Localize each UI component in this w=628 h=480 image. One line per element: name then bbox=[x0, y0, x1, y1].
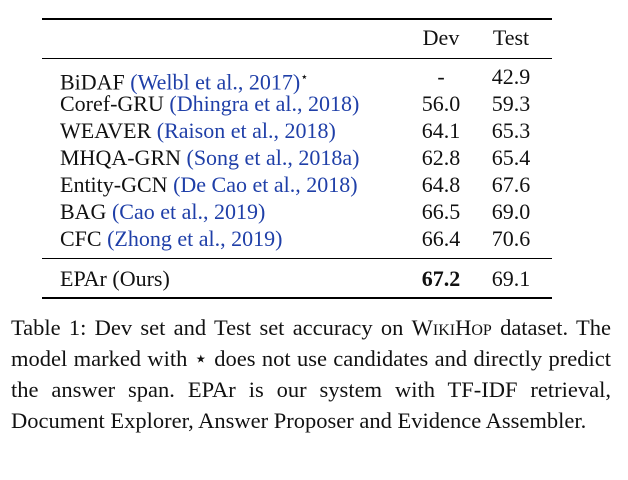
test-score: 69.0 bbox=[491, 199, 531, 224]
model-name: BiDAF bbox=[60, 69, 125, 95]
top-rule bbox=[42, 18, 552, 20]
model-name: Entity-GCN bbox=[60, 172, 168, 197]
citation-link[interactable]: (Cao et al., 2019) bbox=[111, 199, 266, 224]
citation-link[interactable]: (Dhingra et al., 2018) bbox=[169, 91, 360, 116]
star-mark: ⋆ bbox=[300, 69, 309, 84]
model-name: Coref-GRU bbox=[60, 91, 164, 116]
test-score: 70.6 bbox=[491, 226, 531, 251]
citation-link[interactable]: (Zhong et al., 2019) bbox=[107, 226, 283, 251]
table-caption: Table 1: Dev set and Test set accuracy o… bbox=[11, 312, 611, 436]
table-row-model: BAG (Cao et al., 2019) bbox=[60, 199, 265, 225]
test-score: 42.9 bbox=[491, 64, 531, 89]
mid-rule bbox=[42, 258, 552, 259]
model-name: MHQA-GRN bbox=[60, 145, 181, 170]
table-row-model: CFC (Zhong et al., 2019) bbox=[60, 226, 282, 252]
table-row-model: Entity-GCN (De Cao et al., 2018) bbox=[60, 172, 358, 198]
dev-score: 64.1 bbox=[421, 118, 461, 143]
table-row-model: BiDAF (Welbl et al., 2017)⋆ bbox=[60, 64, 308, 95]
citation-link[interactable]: (De Cao et al., 2018) bbox=[173, 172, 358, 197]
dev-score: - bbox=[437, 64, 445, 89]
test-score: 67.6 bbox=[491, 172, 531, 197]
citation-link[interactable]: (Song et al., 2018a) bbox=[186, 145, 360, 170]
model-name: WEAVER bbox=[60, 118, 152, 143]
table-row-model: Coref-GRU (Dhingra et al., 2018) bbox=[60, 91, 359, 117]
table-row-model: MHQA-GRN (Song et al., 2018a) bbox=[60, 145, 359, 171]
header-rule bbox=[42, 58, 552, 59]
header-dev: Dev bbox=[422, 25, 460, 50]
caption-part1: Table 1: Dev set and Test set accuracy o… bbox=[11, 315, 412, 340]
test-score: 59.3 bbox=[491, 91, 531, 116]
ours-dev-score: 67.2 bbox=[421, 266, 461, 291]
star-symbol: ⋆ bbox=[193, 346, 208, 371]
ours-test-score: 69.1 bbox=[491, 266, 531, 291]
dataset-name: WikiHop bbox=[411, 315, 492, 340]
caption-part2: dataset. The model marked with bbox=[11, 315, 612, 371]
model-name: BAG bbox=[60, 199, 107, 224]
header-test: Test bbox=[492, 25, 530, 50]
test-score: 65.3 bbox=[491, 118, 531, 143]
ours-model: EPAr (Ours) bbox=[60, 266, 170, 291]
bottom-rule bbox=[42, 297, 552, 299]
table-row-model: WEAVER (Raison et al., 2018) bbox=[60, 118, 336, 144]
dev-score: 66.5 bbox=[421, 199, 461, 224]
citation-link[interactable]: (Raison et al., 2018) bbox=[156, 118, 336, 143]
dev-score: 62.8 bbox=[421, 145, 461, 170]
model-name: CFC bbox=[60, 226, 102, 251]
caption-part3: does not use candidates and directly pre… bbox=[11, 346, 611, 433]
dev-score: 64.8 bbox=[421, 172, 461, 197]
dev-score: 66.4 bbox=[421, 226, 461, 251]
dev-score: 56.0 bbox=[421, 91, 461, 116]
test-score: 65.4 bbox=[491, 145, 531, 170]
citation-link[interactable]: (Welbl et al., 2017) bbox=[130, 69, 301, 95]
